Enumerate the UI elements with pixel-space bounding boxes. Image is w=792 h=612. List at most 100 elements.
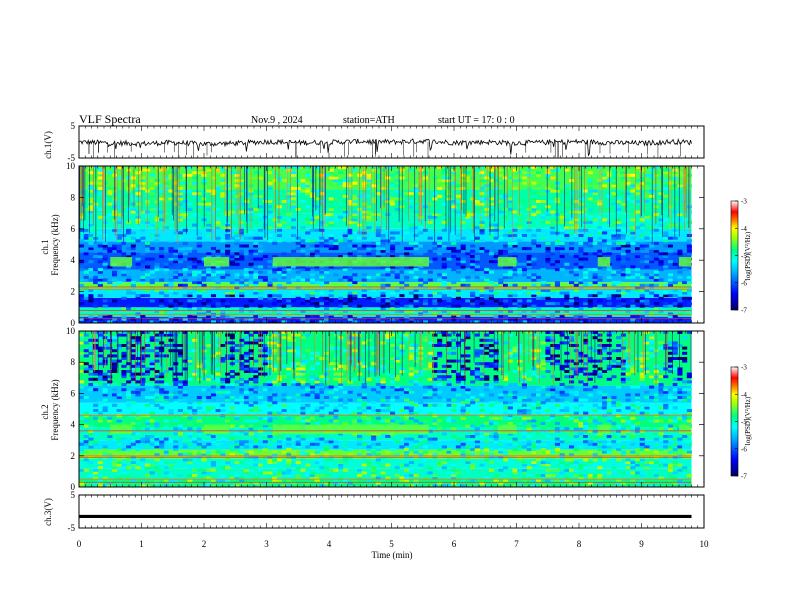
spectrogram-cell — [357, 247, 363, 251]
spectrogram-cell — [328, 390, 334, 394]
spectrogram-cell — [93, 440, 99, 444]
spectrogram-cell — [390, 166, 396, 169]
spectrogram-cell — [644, 289, 650, 292]
spectrogram-cell — [371, 275, 377, 279]
spectrogram-cell — [163, 294, 169, 298]
spectrogram-cell — [253, 341, 259, 345]
spectrogram-cell — [253, 220, 259, 224]
spectrogram-cell — [210, 265, 216, 269]
spectrogram-cell — [521, 176, 527, 180]
spectrogram-cell — [366, 388, 372, 392]
spectrogram-cell — [243, 252, 249, 256]
spectrogram-cell — [338, 383, 344, 386]
spectrogram-cell — [258, 333, 264, 337]
spectrogram-cell — [545, 210, 551, 214]
spectrogram-cell — [380, 200, 386, 203]
spectrogram-cell — [484, 307, 490, 311]
spectrogram-cell — [286, 331, 292, 334]
spectrogram-cell — [597, 283, 603, 287]
spectrogram-cell — [540, 315, 546, 319]
spectrogram-cell — [390, 184, 396, 188]
y-tick-label: 4 — [71, 255, 76, 265]
spectrogram-cell — [276, 411, 282, 415]
spectrogram-cell — [314, 393, 320, 397]
spectrogram-cell — [126, 445, 132, 449]
spectrogram-cell — [663, 179, 669, 183]
spectrogram-cell — [107, 189, 113, 193]
spectrogram-cell — [545, 220, 551, 224]
spectrogram-cell — [324, 453, 330, 457]
spectrogram-cell — [163, 450, 169, 454]
spectrogram-cell — [583, 299, 589, 303]
spectrogram-cell — [215, 333, 221, 337]
spectrogram-cell — [559, 213, 565, 217]
spectrogram-cell — [262, 432, 268, 436]
spectrogram-cell — [314, 289, 320, 292]
spectrogram-cell — [300, 380, 306, 384]
spectrogram-cell — [159, 317, 165, 321]
spectrogram-cell — [243, 351, 249, 355]
spectrogram-cell — [338, 463, 344, 467]
spectrogram-cell — [338, 166, 344, 169]
spectrogram-cell — [512, 255, 518, 258]
spectrogram-cell — [243, 445, 249, 449]
spectrogram-cell — [168, 398, 174, 402]
spectrogram-cell — [149, 336, 155, 340]
spectrogram-cell — [192, 171, 198, 175]
spectrogram-cell — [192, 450, 198, 454]
spectrogram-cell — [493, 307, 499, 311]
spectrogram-cell — [192, 286, 198, 290]
spectrogram-cell — [545, 189, 551, 193]
spectrogram-cell — [126, 466, 132, 470]
spectrogram-cell — [206, 375, 212, 379]
spectrogram-cell — [338, 239, 344, 243]
spectrogram-cell — [521, 320, 527, 324]
spectrogram-cell — [649, 210, 655, 214]
spectrogram-cell — [116, 393, 122, 397]
spectrogram-cell — [361, 207, 367, 211]
spectrogram-cell — [305, 299, 311, 303]
spectrogram-cell — [550, 223, 556, 227]
spectrogram-cell — [635, 252, 641, 256]
spectrogram-cell — [314, 331, 320, 334]
spectrogram-cell — [347, 390, 353, 394]
spectrogram-cell — [319, 184, 325, 188]
spectrogram-cell — [352, 202, 358, 206]
spectrogram-cell — [352, 281, 358, 285]
spectrogram-cell — [583, 309, 589, 313]
spectrogram-cell — [291, 289, 297, 292]
spectrogram-cell — [342, 304, 348, 308]
spectrogram-cell — [554, 200, 560, 203]
spectrogram-cell — [173, 383, 179, 386]
spectrogram-cell — [493, 309, 499, 313]
spectrogram-cell — [97, 231, 103, 235]
spectrogram-cell — [225, 458, 231, 462]
spectrogram-cell — [295, 416, 301, 420]
spectrogram-cell — [192, 270, 198, 274]
spectrogram-cell — [314, 422, 320, 425]
spectrogram-cell — [88, 481, 94, 485]
spectrogram-cell — [248, 409, 254, 412]
spectrogram-cell — [338, 205, 344, 209]
spectrogram-cell — [385, 372, 391, 376]
spectrogram-cell — [488, 247, 494, 251]
spectrogram-cell — [253, 283, 259, 287]
spectrogram-cell — [385, 286, 391, 290]
spectrogram-cell — [121, 252, 127, 256]
spectrogram-cell — [102, 247, 108, 251]
spectrogram-cell — [597, 236, 603, 240]
spectrogram-cell — [145, 241, 151, 245]
spectrogram-cell — [135, 362, 141, 366]
spectrogram-cell — [507, 241, 513, 245]
spectrogram-cell — [413, 210, 419, 214]
spectrogram-cell — [276, 213, 282, 217]
spectrogram-cell — [371, 200, 377, 203]
spectrogram-cell — [512, 228, 518, 232]
spectrogram-cell — [432, 241, 438, 245]
spectrogram-cell — [592, 294, 598, 298]
spectrogram-cell — [173, 344, 179, 347]
spectrogram-cell — [112, 309, 118, 313]
spectrogram-cell — [324, 207, 330, 211]
spectrogram-cell — [130, 176, 136, 180]
spectrogram-cell — [521, 247, 527, 251]
